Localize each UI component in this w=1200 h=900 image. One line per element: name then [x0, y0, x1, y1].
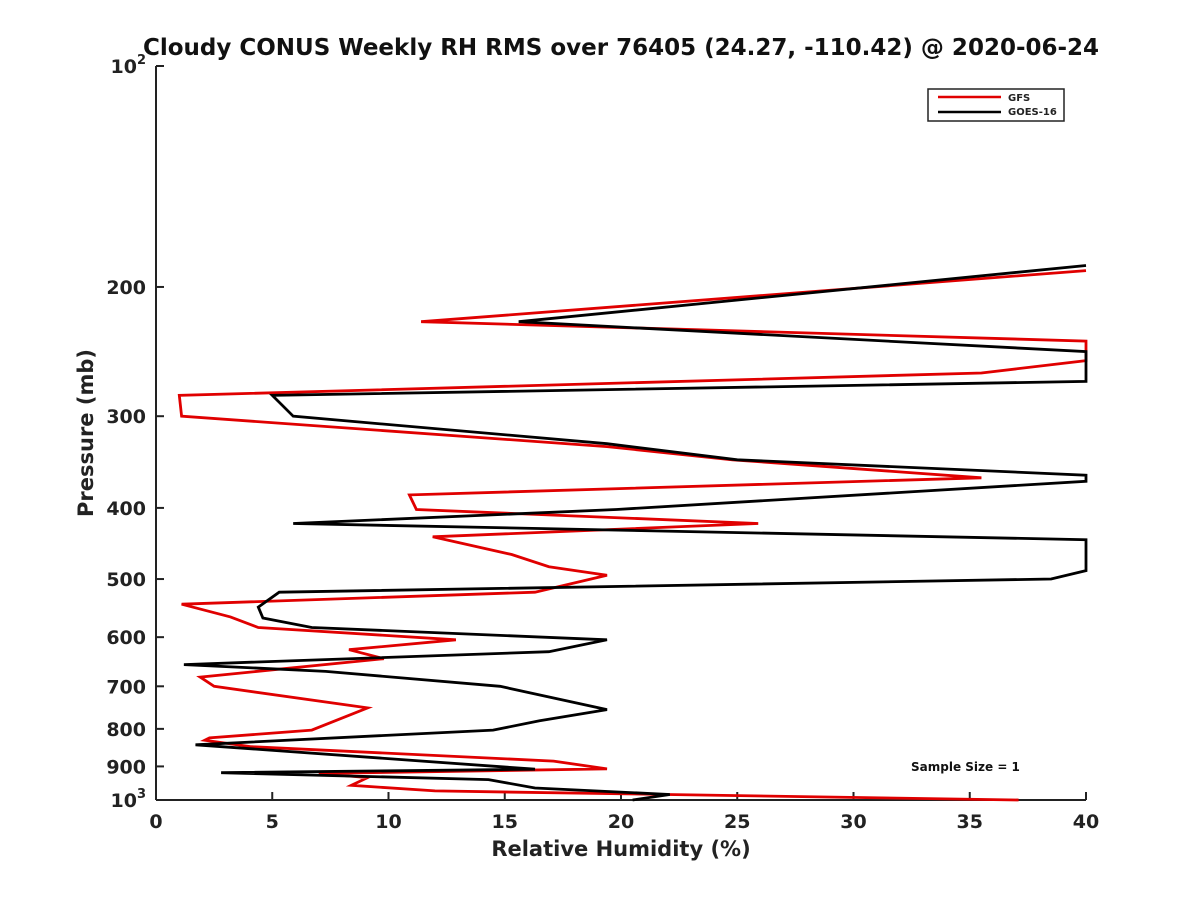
y-tick-label-base: 600: [106, 627, 146, 649]
chart-title: Cloudy CONUS Weekly RH RMS over 76405 (2…: [143, 35, 1099, 61]
y-tick-label: 300: [106, 406, 146, 428]
x-tick-label: 25: [724, 811, 750, 833]
y-tick-label-base: 400: [106, 498, 146, 520]
x-tick-label: 20: [608, 811, 634, 833]
legend: GFS GOES-16: [927, 88, 1065, 122]
x-tick-label: 10: [375, 811, 401, 833]
series-line-gfs: [177, 269, 1088, 802]
y-tick-label: 600: [106, 627, 146, 649]
y-tick-label-base: 200: [106, 277, 146, 299]
y-tick-label-base: 10: [111, 790, 137, 812]
x-tick-label: 35: [957, 811, 983, 833]
x-tick-label: 40: [1073, 811, 1099, 833]
series-line-goes-16: [183, 264, 1088, 802]
x-tick-label: 30: [840, 811, 866, 833]
legend-box: [927, 88, 1065, 122]
y-tick-label-base: 800: [106, 719, 146, 741]
y-tick-label: 800: [106, 719, 146, 741]
y-tick-label: 400: [106, 498, 146, 520]
legend-label-goes-16: GOES-16: [1008, 107, 1057, 118]
y-tick-label: 900: [106, 756, 146, 778]
plot-area: 0 5 10 15 20 25 30 35 40 10220030040050060070080…: [106, 53, 1099, 833]
y-tick-label-base: 500: [106, 569, 146, 591]
series-lines: [177, 264, 1088, 802]
sample-size-annotation: Sample Size = 1: [911, 760, 1020, 774]
y-tick-label-base: 300: [106, 406, 146, 428]
y-tick-label-exponent: 2: [137, 53, 146, 68]
y-tick-label: 200: [106, 277, 146, 299]
y-tick-label: 500: [106, 569, 146, 591]
y-tick-label: 102: [111, 53, 147, 78]
x-ticks: 0 5 10 15 20 25 30 35 40: [149, 792, 1099, 833]
x-axis-label: Relative Humidity (%): [491, 837, 750, 861]
y-tick-label-exponent: 3: [137, 787, 146, 802]
legend-label-gfs: GFS: [1008, 93, 1030, 104]
y-tick-label-base: 900: [106, 756, 146, 778]
y-tick-label-base: 10: [111, 56, 137, 78]
y-tick-label: 103: [111, 787, 147, 812]
x-tick-label: 5: [266, 811, 279, 833]
y-tick-label-base: 700: [106, 676, 146, 698]
y-axis-label: Pressure (mb): [74, 349, 98, 517]
y-tick-label: 700: [106, 676, 146, 698]
x-tick-label: 0: [149, 811, 162, 833]
x-tick-label: 15: [492, 811, 518, 833]
